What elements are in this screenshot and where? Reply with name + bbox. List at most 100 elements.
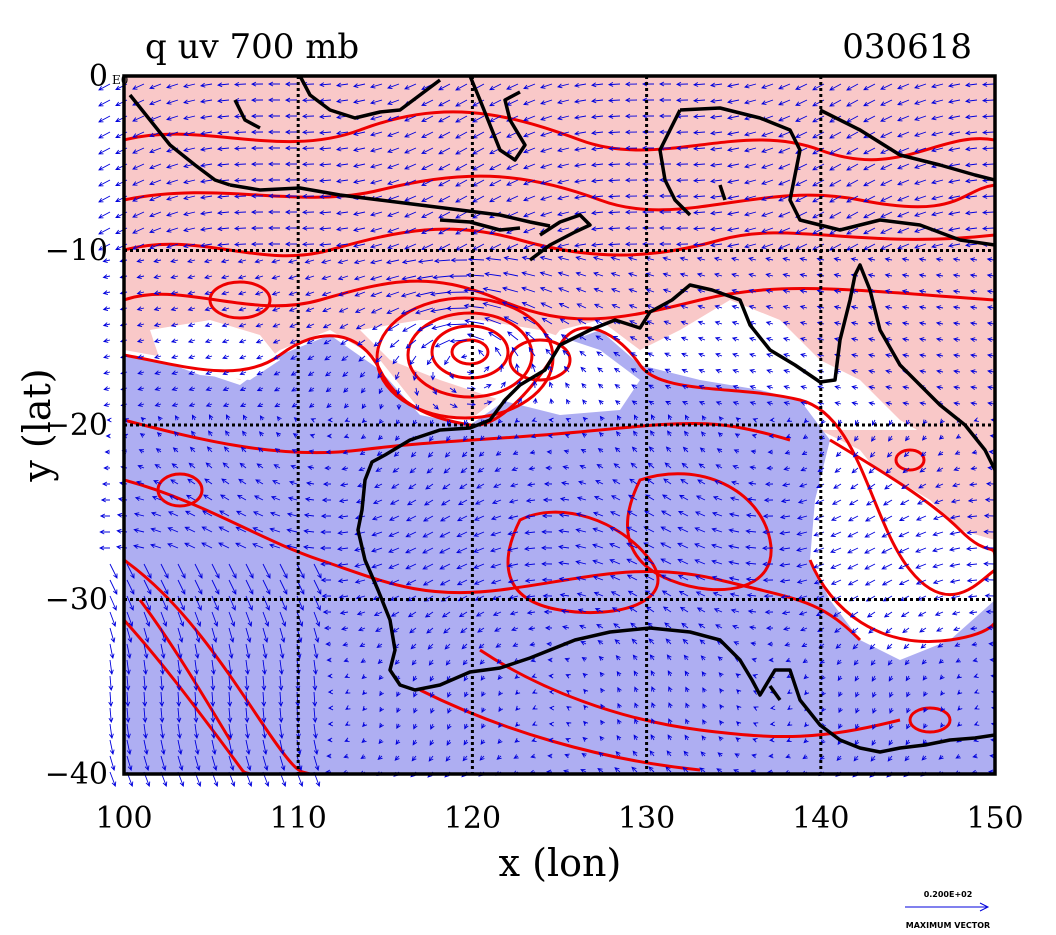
wind-vector-arrow (447, 691, 452, 698)
wind-vector-arrow (211, 643, 217, 659)
wind-vector-arrow (462, 659, 468, 666)
wind-vector-arrow (830, 515, 842, 521)
wind-vector-arrow (848, 499, 859, 506)
wind-vector-arrow (136, 322, 145, 328)
wind-vector-arrow (194, 611, 202, 627)
wind-vector-arrow (797, 499, 808, 504)
wind-vectors (98, 81, 997, 787)
wind-vector-arrow (429, 435, 434, 442)
wind-vector-arrow (872, 691, 877, 698)
wind-vector-arrow (650, 414, 656, 421)
wind-vector-arrow (557, 131, 570, 137)
wind-vector-arrow (101, 481, 111, 487)
wind-vector-arrow (187, 258, 196, 264)
wind-vector-arrow (710, 194, 723, 200)
wind-vector-arrow (727, 147, 740, 152)
wind-vector-arrow (767, 641, 774, 647)
wind-vector-arrow (455, 83, 468, 91)
wind-vector-arrow (583, 688, 589, 694)
wind-vector-arrow (353, 179, 366, 184)
wind-vector-arrow (863, 115, 876, 123)
wind-vector-arrow (109, 755, 116, 771)
wind-vector-arrow (897, 83, 910, 90)
wind-vector-arrow (626, 526, 638, 533)
wind-vector-arrow (166, 179, 179, 185)
wind-vector-arrow (795, 131, 808, 138)
wind-vector-arrow (799, 337, 808, 342)
wind-vector-arrow (354, 291, 366, 297)
wind-vector-arrow (149, 227, 162, 234)
wind-vector-arrow (143, 739, 149, 755)
wind-vector-arrow (479, 659, 485, 665)
wind-vector-arrow (969, 289, 978, 294)
wind-vector-arrow (245, 579, 254, 595)
wind-vector-arrow (222, 354, 230, 360)
wind-vector-arrow (651, 718, 656, 725)
wind-vector-arrow (712, 591, 723, 597)
wind-vector-arrow (149, 163, 162, 170)
wind-vector-arrow (562, 349, 570, 357)
wind-vector-arrow (211, 739, 217, 755)
wind-vector-arrow (340, 626, 349, 631)
wind-vector-arrow (412, 675, 418, 682)
wind-vector-arrow (983, 561, 995, 567)
wind-vector-arrow (768, 753, 774, 759)
wind-vector-arrow (149, 179, 162, 186)
wind-vector-arrow (559, 592, 570, 598)
wind-vector-arrow (697, 288, 706, 294)
wind-vector-arrow (735, 673, 741, 679)
wind-vector-arrow (885, 401, 893, 406)
wind-vector-arrow (935, 289, 944, 294)
wind-vector-arrow (607, 178, 621, 183)
coastlines (128, 76, 995, 754)
wind-vector-arrow (279, 643, 285, 659)
wind-vector-arrow (812, 115, 825, 123)
wind-vector-arrow (396, 387, 401, 396)
wind-vector-arrow (449, 403, 458, 408)
wind-vector-arrow (394, 755, 400, 761)
australia-coastline (356, 263, 995, 754)
wind-vector-arrow (847, 515, 859, 522)
wind-vector-arrow (466, 370, 474, 375)
wind-vector-arrow (98, 179, 111, 187)
wind-vector-arrow (183, 179, 196, 185)
wind-vector-arrow (445, 755, 451, 762)
wind-vector-arrow (255, 338, 264, 344)
wind-vector-arrow (438, 115, 451, 123)
wind-vector-arrow (734, 433, 741, 438)
wind-vector-arrow (647, 368, 655, 373)
wind-vector-arrow (473, 547, 485, 553)
wind-vector-arrow (109, 739, 115, 755)
contour-line (829, 438, 995, 561)
wind-vector-arrow (576, 496, 587, 501)
wind-vector-arrow (881, 563, 893, 570)
wind-vector-arrow (273, 464, 281, 469)
wind-vector-arrow (106, 417, 112, 423)
wind-vector-arrow (428, 659, 434, 666)
wind-vector-arrow (236, 494, 247, 501)
wind-vector-arrow (441, 611, 451, 618)
wind-vector-arrow (542, 497, 553, 503)
wind-vector-arrow (981, 194, 995, 199)
wind-vector-arrow (667, 734, 673, 741)
wind-vector-arrow (228, 611, 236, 627)
wind-vector-arrow (279, 611, 287, 627)
wind-vector-arrow (140, 416, 146, 422)
wind-vector-arrow (885, 627, 893, 634)
wind-vector-arrow (591, 242, 604, 248)
wind-vector-arrow (915, 563, 927, 569)
wind-vector-arrow (948, 131, 961, 136)
wind-vector-arrow (100, 497, 111, 503)
wind-vector-arrow (935, 337, 944, 342)
wind-vector-arrow (744, 83, 757, 89)
wind-vector-arrow (524, 530, 536, 536)
wind-vector-arrow (216, 194, 230, 200)
wind-vector-arrow (136, 290, 145, 296)
wind-vector-arrow (216, 226, 230, 232)
wind-vector-arrow (455, 227, 468, 235)
wind-vector-arrow (336, 178, 349, 184)
wind-vector-arrow (336, 162, 349, 168)
wind-vector-arrow (245, 595, 253, 611)
wind-vector-arrow (972, 753, 978, 759)
wind-vector-arrow (189, 446, 196, 453)
